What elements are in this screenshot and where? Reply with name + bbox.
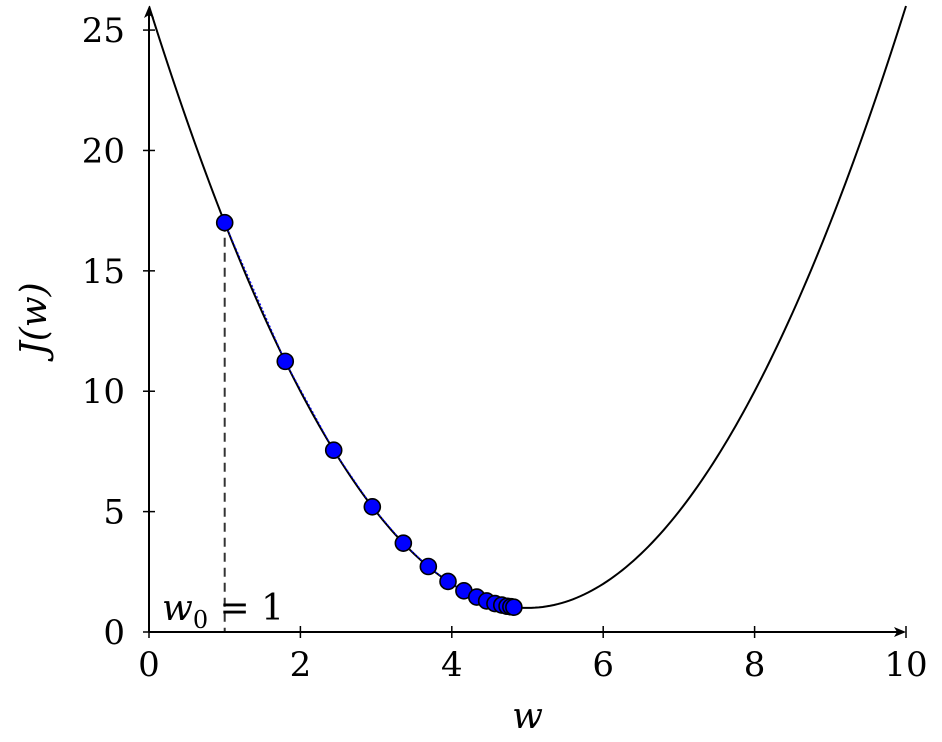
text-layer: w J(w) w0 = 1	[14, 282, 543, 737]
axes-layer: 0 2 4 6 8 10 0 5 10 15 20 25	[82, 6, 928, 685]
y-tick-label-25: 25	[82, 11, 125, 51]
iterate-point-4	[394, 534, 413, 552]
iterate-path	[224, 222, 514, 608]
x-tick-label-4: 4	[441, 645, 463, 685]
x-tick-label-2: 2	[290, 645, 312, 685]
start-annotation: w0 = 1	[162, 588, 284, 634]
x-axis-arrow	[894, 627, 906, 637]
annotation-subscript: 0	[193, 606, 208, 634]
y-axis-label: J(w)	[14, 282, 55, 362]
iterate-point-3	[363, 497, 382, 516]
y-tick-label-15: 15	[82, 252, 125, 292]
x-tick-label-8: 8	[744, 645, 766, 685]
y-axis-arrow	[144, 6, 154, 18]
y-tick-label-0: 0	[103, 613, 125, 653]
y-tick-label-5: 5	[103, 493, 125, 533]
x-tick-label-6: 6	[592, 645, 614, 685]
cost-curve	[149, 5, 907, 609]
x-axis-label: w	[512, 696, 543, 737]
y-tick-label-20: 20	[82, 131, 125, 171]
y-tick-label-10: 10	[82, 372, 125, 412]
points-layer	[215, 213, 523, 617]
x-tick-label-10: 10	[884, 645, 927, 685]
annotation-main: w	[162, 588, 193, 629]
annotation-rest: = 1	[208, 588, 284, 629]
iterate-point-1	[276, 352, 295, 371]
iterate-point-2	[324, 441, 343, 460]
iterate-point-14	[505, 598, 523, 617]
curve-layer	[149, 5, 907, 609]
iterate-point-5	[419, 557, 438, 576]
iterate-point-0	[215, 213, 234, 232]
iterate-point-6	[439, 572, 457, 591]
x-tick-label-0: 0	[138, 645, 160, 685]
